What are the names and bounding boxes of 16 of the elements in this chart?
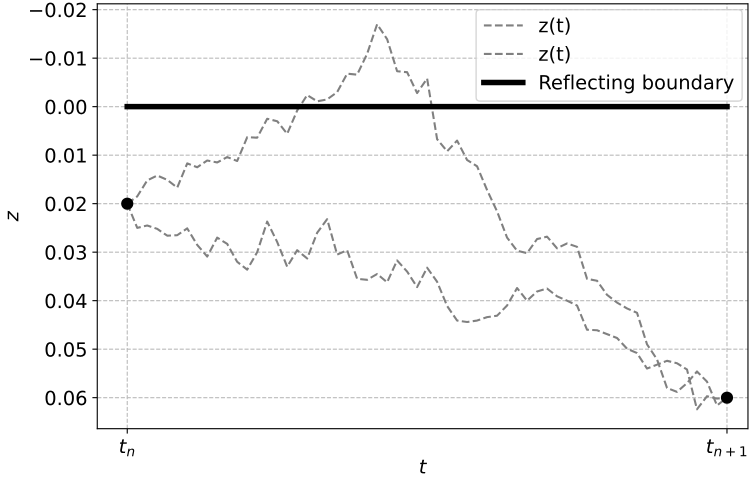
x-tick-label: t$_{n+1}$	[707, 439, 746, 456]
legend-label: Reflecting boundary	[540, 74, 734, 94]
y-tick-label: 0.05	[46, 342, 86, 357]
y-tick-label: −0.02	[30, 2, 86, 18]
y-tick-label: 0.03	[46, 245, 86, 260]
y-tick-label: 0.06	[46, 390, 86, 406]
y-tick-label: 0.04	[46, 294, 86, 308]
legend-label: z(t)	[539, 17, 570, 35]
x-tick-label: t$_{n}$	[120, 439, 134, 456]
y-axis-title: z	[8, 210, 18, 222]
x-axis-title: t	[420, 460, 428, 474]
legend-label: z(t)	[539, 46, 570, 64]
y-tick-label: 0.02	[46, 196, 86, 212]
y-tick-label: 0.00	[46, 100, 86, 114]
y-tick-label: −0.01	[30, 51, 86, 66]
y-tick-label: 0.01	[46, 148, 86, 163]
